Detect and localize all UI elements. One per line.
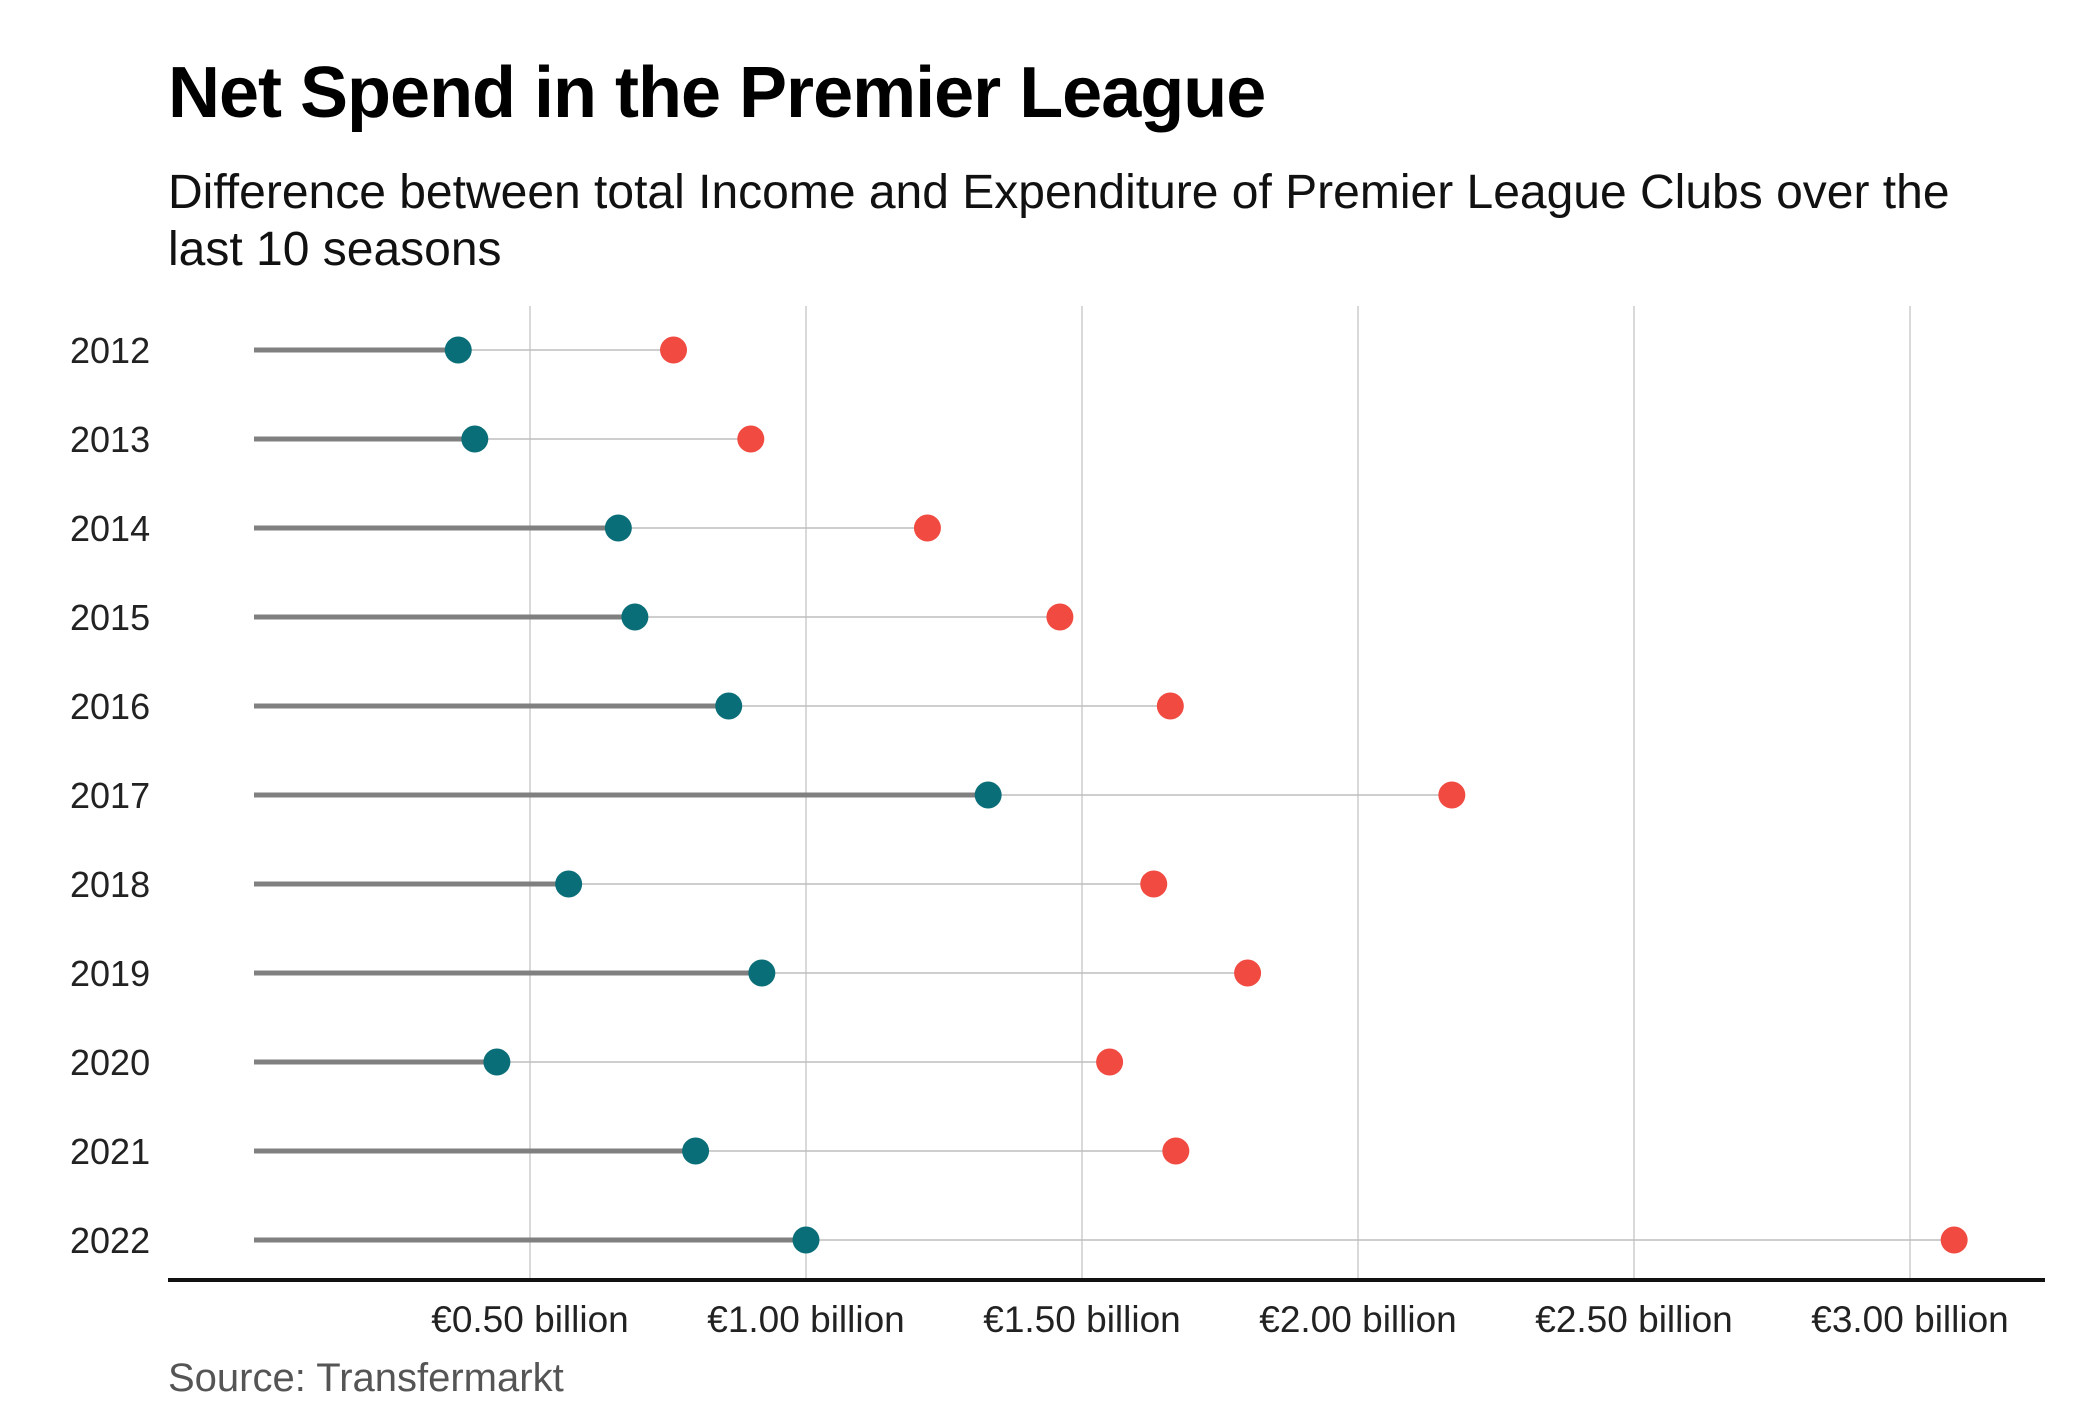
year-label-2022: 2022 bbox=[70, 1220, 150, 1261]
teal-point-2015 bbox=[621, 603, 649, 631]
teal-point-2021 bbox=[682, 1137, 710, 1165]
teal-point-2020 bbox=[483, 1048, 511, 1076]
x-tick-label-0: €0.50 billion bbox=[431, 1299, 628, 1340]
year-label-2021: 2021 bbox=[70, 1131, 150, 1172]
x-tick-label-3: €2.00 billion bbox=[1259, 1299, 1456, 1340]
year-label-2020: 2020 bbox=[70, 1042, 150, 1083]
x-axis-tick-labels: €0.50 billion €1.00 billion €1.50 billion €… bbox=[431, 1299, 2008, 1340]
red-point-2022 bbox=[1940, 1226, 1968, 1254]
teal-point-2013 bbox=[461, 425, 489, 453]
red-point-2017 bbox=[1438, 781, 1466, 809]
teal-point-2018 bbox=[555, 870, 583, 898]
y-axis-labels: 2012 2013 2014 2015 2016 2017 2018 2019 2020 2021… bbox=[70, 330, 150, 1261]
year-label-2012: 2012 bbox=[70, 330, 150, 371]
year-label-2016: 2016 bbox=[70, 686, 150, 727]
x-tick-label-5: €3.00 billion bbox=[1811, 1299, 2008, 1340]
teal-point-2022 bbox=[792, 1226, 820, 1254]
year-label-2019: 2019 bbox=[70, 953, 150, 994]
year-label-2014: 2014 bbox=[70, 508, 150, 549]
link-lines bbox=[458, 349, 1955, 1241]
teal-point-2014 bbox=[604, 514, 632, 542]
red-point-2013 bbox=[737, 425, 765, 453]
chart-title: Net Spend in the Premier League bbox=[168, 53, 1266, 133]
stem-lines bbox=[254, 347, 989, 1243]
data-points bbox=[444, 336, 1968, 1254]
year-label-2017: 2017 bbox=[70, 775, 150, 816]
teal-point-2012 bbox=[444, 336, 472, 364]
teal-point-2016 bbox=[715, 692, 743, 720]
red-point-2019 bbox=[1234, 959, 1262, 987]
teal-point-2019 bbox=[748, 959, 776, 987]
year-label-2013: 2013 bbox=[70, 419, 150, 460]
red-point-2012 bbox=[660, 336, 688, 364]
red-point-2020 bbox=[1096, 1048, 1124, 1076]
year-label-2018: 2018 bbox=[70, 864, 150, 905]
red-point-2015 bbox=[1046, 603, 1074, 631]
x-tick-label-2: €1.50 billion bbox=[983, 1299, 1180, 1340]
teal-point-2017 bbox=[974, 781, 1002, 809]
x-tick-label-1: €1.00 billion bbox=[707, 1299, 904, 1340]
red-point-2016 bbox=[1156, 692, 1184, 720]
grid-lines bbox=[529, 306, 1911, 1280]
chart-subtitle: Difference between total Income and Expe… bbox=[168, 166, 1950, 276]
year-label-2015: 2015 bbox=[70, 597, 150, 638]
source-note: Source: Transfermarkt bbox=[168, 1356, 564, 1400]
red-point-2018 bbox=[1140, 870, 1168, 898]
x-tick-label-4: €2.50 billion bbox=[1535, 1299, 1732, 1340]
red-point-2021 bbox=[1162, 1137, 1190, 1165]
red-point-2014 bbox=[913, 514, 941, 542]
